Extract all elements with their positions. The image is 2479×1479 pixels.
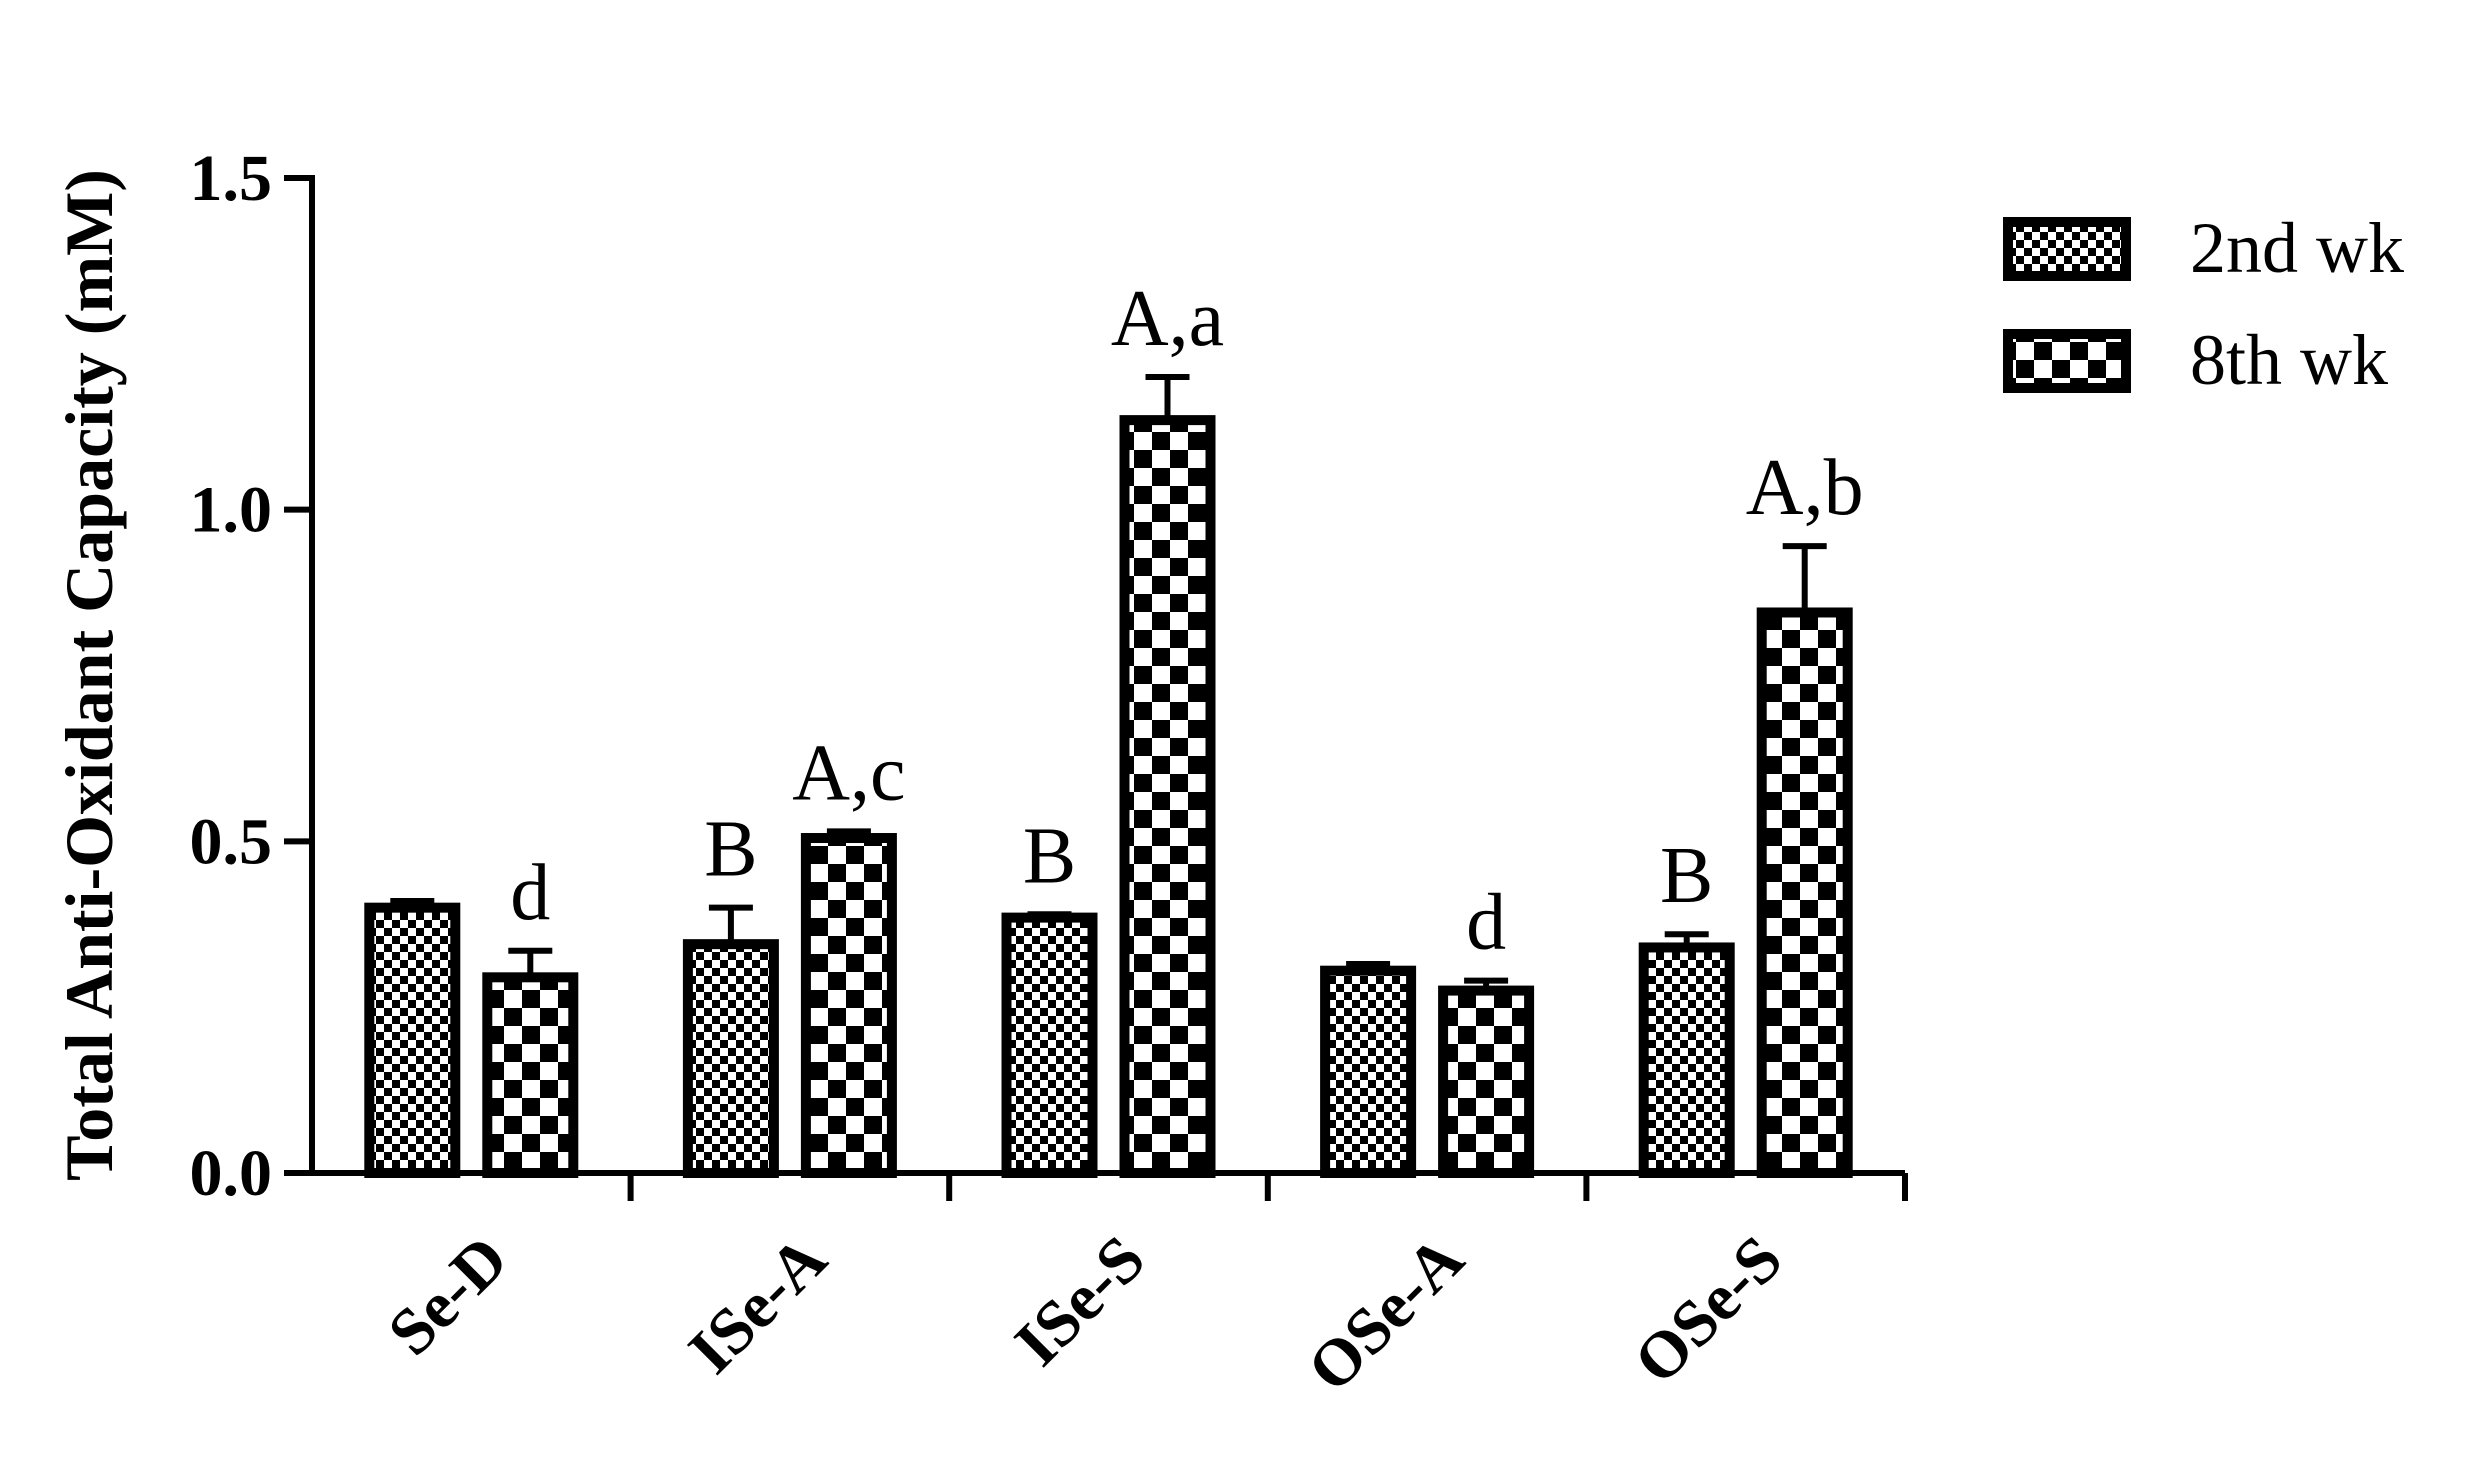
y-tick-label: 1.0: [190, 474, 273, 547]
significance-label: d: [1466, 879, 1506, 967]
x-axis: Se-D ISe-A ISe-S OSe-A OSe-S: [309, 1170, 1908, 1406]
x-tick-label: ISe-S: [1001, 1222, 1159, 1380]
significance-label: B: [1023, 812, 1076, 900]
significance-label: B: [704, 806, 757, 894]
bar-2nd-wk-Se-D: [364, 902, 461, 1179]
x-tick-label: ISe-A: [675, 1222, 841, 1388]
bar-2nd-wk-OSe-A: [1320, 965, 1417, 1179]
bar-2nd-wk-ISe-A: [682, 939, 779, 1179]
legend-swatch: [2003, 217, 2131, 281]
legend-label: 2nd wk: [2190, 208, 2404, 288]
significance-label: A,b: [1746, 444, 1864, 532]
y-tick-label: 0.5: [190, 805, 273, 878]
significance-label: d: [510, 849, 550, 937]
bar-2nd-wk-OSe-S: [1638, 942, 1735, 1179]
x-tick-label: Se-D: [374, 1222, 522, 1370]
y-axis-label: Total Anti-Oxidant Capacity (mM): [51, 169, 127, 1181]
legend-swatch: [2003, 329, 2131, 393]
bar-8th-wk-ISe-A: [800, 833, 897, 1178]
significance-label: A,a: [1111, 275, 1224, 363]
y-axis: 0.0 0.5 1.0 1.5: [190, 142, 315, 1210]
x-tick-label: OSe-S: [1620, 1222, 1796, 1398]
bars: d B A,c B A,a d B A,b: [364, 275, 1864, 1179]
significance-label: B: [1660, 832, 1713, 920]
y-tick-label: 1.5: [190, 142, 273, 215]
bar-2nd-wk-ISe-S: [1001, 912, 1098, 1178]
legend-label: 8th wk: [2190, 320, 2388, 400]
bar-8th-wk-Se-D: [482, 972, 579, 1178]
significance-label: A,c: [792, 729, 905, 817]
x-tick-label: OSe-A: [1294, 1222, 1478, 1406]
bar-8th-wk-ISe-S: [1119, 415, 1216, 1179]
y-tick-label: 0.0: [190, 1137, 273, 1210]
bar-8th-wk-OSe-S: [1756, 607, 1853, 1178]
legend: 2nd wk 8th wk: [2003, 208, 2404, 400]
bar-8th-wk-OSe-A: [1438, 985, 1535, 1178]
